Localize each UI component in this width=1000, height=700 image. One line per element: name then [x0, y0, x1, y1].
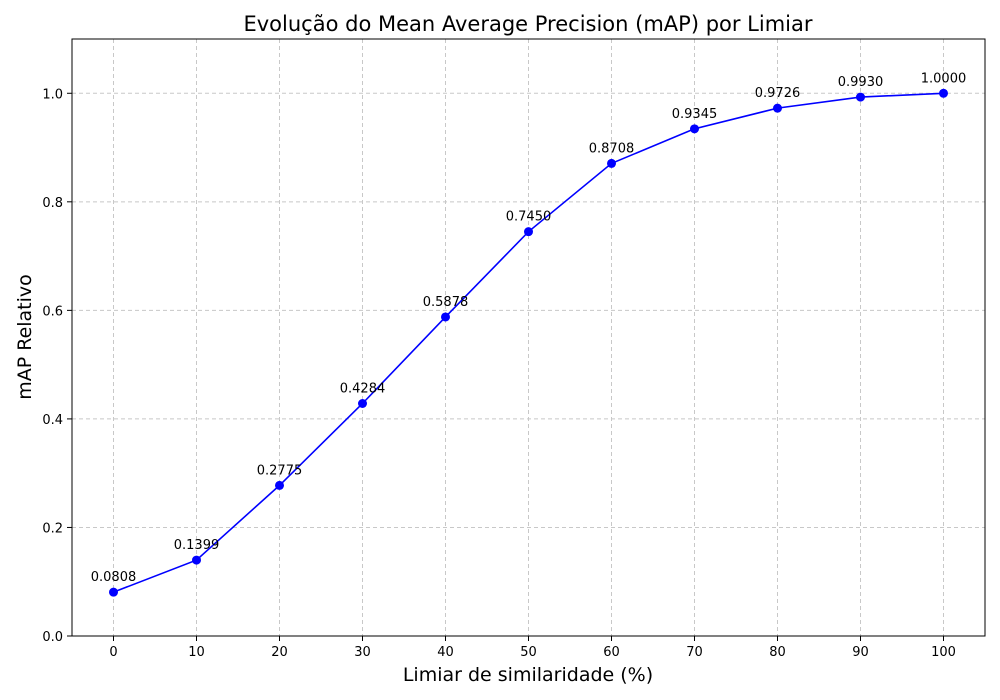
- data-label: 0.7450: [506, 210, 552, 225]
- data-label: 0.0808: [91, 570, 137, 585]
- series: [109, 88, 948, 597]
- data-point: [192, 555, 201, 565]
- data-point: [856, 92, 865, 102]
- data-point: [441, 312, 450, 322]
- data-label: 0.9726: [755, 86, 801, 101]
- x-tick-label: 70: [686, 645, 703, 660]
- x-tick-label: 20: [271, 645, 288, 660]
- data-label: 0.9345: [672, 107, 718, 122]
- y-tick-label: 0.0: [42, 630, 63, 645]
- plot-frame: [71, 38, 986, 637]
- data-label: 0.4284: [340, 381, 386, 396]
- y-tick-label: 1.0: [42, 87, 63, 102]
- data-point: [524, 227, 533, 237]
- x-tick-label: 90: [852, 645, 869, 660]
- y-tick-label: 0.6: [42, 304, 63, 319]
- x-tick-label: 30: [354, 645, 371, 660]
- grid: [72, 39, 985, 637]
- x-tick-label: 100: [931, 645, 956, 660]
- data-point: [690, 124, 699, 134]
- data-label: 1.0000: [921, 71, 967, 86]
- y-axis-label: mAP Relativo: [14, 274, 36, 400]
- x-tick-label: 60: [603, 645, 620, 660]
- data-point: [109, 587, 118, 597]
- data-point: [275, 480, 284, 490]
- x-tick-label: 40: [437, 645, 454, 660]
- y-tick-label: 0.2: [42, 521, 63, 536]
- data-label: 0.5878: [423, 295, 469, 310]
- data-label: 0.8708: [589, 141, 635, 156]
- y-tick-label: 0.8: [42, 196, 63, 211]
- axis-ticks: 0 10 20 30 40 50 60 70 80 90 100 0.0 0.2 0.4 0.6 0.8 1.0: [42, 87, 956, 660]
- x-tick-label: 10: [188, 645, 205, 660]
- x-axis-label: Limiar de similaridade (%): [403, 664, 653, 686]
- data-labels: 0.0808 0.1399 0.2775 0.4284 0.5878 0.7450 0.87…: [91, 71, 967, 585]
- data-point: [939, 88, 948, 98]
- data-label: 0.2775: [257, 463, 303, 478]
- data-label: 0.9930: [838, 75, 884, 90]
- data-label: 0.1399: [174, 538, 220, 553]
- data-point: [358, 398, 367, 408]
- y-tick-label: 0.4: [42, 413, 63, 428]
- x-tick-label: 0: [109, 645, 117, 660]
- data-point: [607, 158, 616, 168]
- data-point: [773, 103, 782, 113]
- x-tick-label: 80: [769, 645, 786, 660]
- x-tick-label: 50: [520, 645, 537, 660]
- chart-title: Evolução do Mean Average Precision (mAP)…: [243, 12, 812, 36]
